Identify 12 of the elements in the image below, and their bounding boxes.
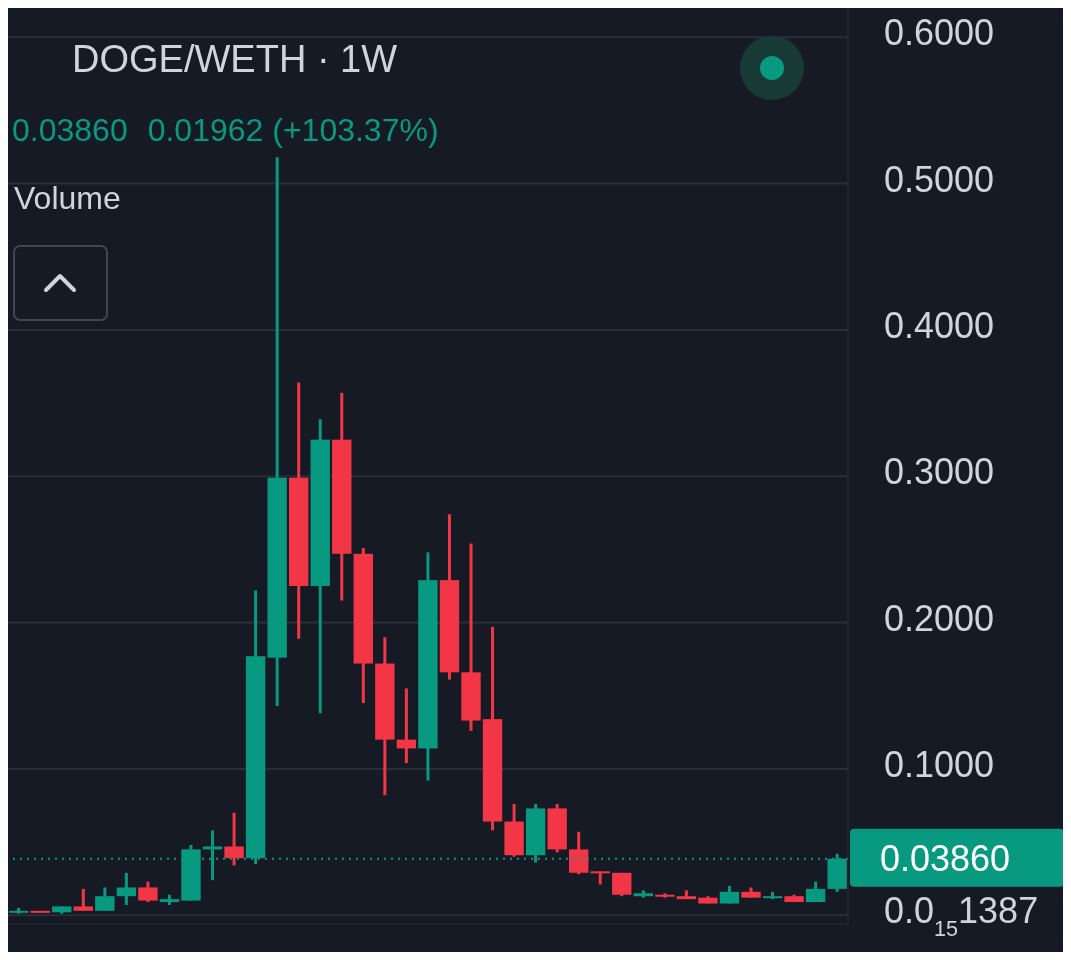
annotation: 0.03860 [12,112,128,149]
y-tick-label: 0.5000 [884,158,995,200]
text: DOGE/WETH · 1W [72,38,398,81]
y-tick-label: 0.2000 [884,597,995,639]
annotation: Volume [14,180,121,217]
annotation: 0.01962 (+103.37%) [147,112,439,149]
y-tick-label: 0.0$_{15}$1387 [884,890,1039,941]
y-tick-label: 0.6000 [884,12,995,54]
y-tick-label: 0.3000 [884,451,995,493]
y-tick-label: 0.4000 [884,304,995,346]
ref-line-label: 0.03860 [880,837,1011,879]
y-tick-label: 0.1000 [884,743,995,785]
